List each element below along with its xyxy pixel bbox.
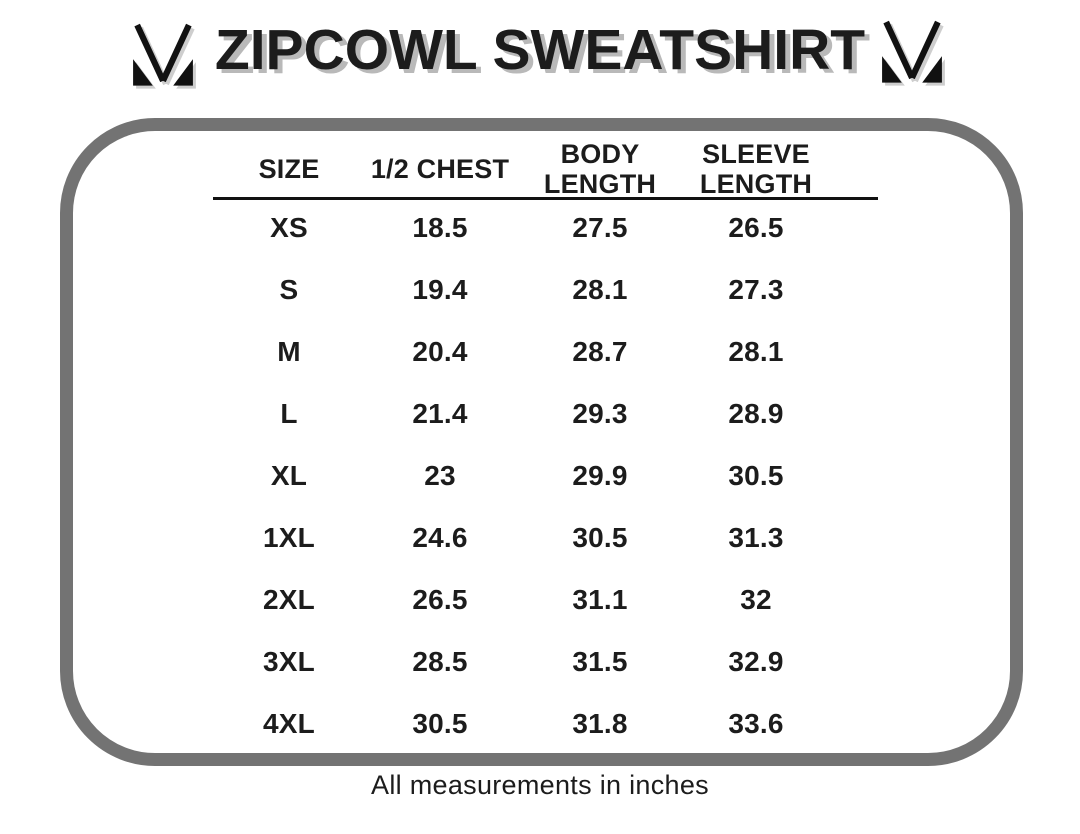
table-row: XL 23 29.9 30.5: [213, 445, 827, 507]
size-cell: 1XL: [263, 522, 315, 553]
table-body: XS 18.5 27.5 26.5 S 19.4 28.1 27.3 M 20.4 28.7 28.1…: [213, 197, 827, 755]
brand-m-logo-icon: [127, 21, 199, 89]
column-header-sleeve-length: SLEEVE LENGTH: [699, 139, 813, 199]
measurement-cell: 18.5: [412, 212, 468, 243]
size-cell: M: [277, 336, 301, 367]
page-title: ZIPCOWL SWEATSHIRT: [214, 18, 866, 82]
size-cell: 3XL: [263, 646, 315, 677]
table-row: S 19.4 28.1 27.3: [213, 259, 827, 321]
measurement-cell: 26.5: [412, 584, 468, 615]
measurement-cell: 28.9: [728, 398, 784, 429]
size-cell: S: [279, 274, 299, 305]
size-chart-panel: SIZE 1/2 CHEST BODY LENGTH SLEEVE LENGTH…: [60, 118, 1023, 766]
measurements-footnote: All measurements in inches: [371, 770, 709, 800]
size-cell: XL: [270, 460, 308, 491]
measurement-cell: 24.6: [412, 522, 468, 553]
measurement-cell: 21.4: [412, 398, 468, 429]
table-row: XS 18.5 27.5 26.5: [213, 197, 827, 259]
column-header-half-chest: 1/2 CHEST: [370, 154, 510, 184]
measurement-cell: 30.5: [412, 708, 468, 739]
measurement-cell: 26.5: [728, 212, 784, 243]
measurement-cell: 29.9: [572, 460, 628, 491]
table-row: 3XL 28.5 31.5 32.9: [213, 631, 827, 693]
measurement-cell: 23: [424, 460, 456, 491]
measurement-cell: 19.4: [412, 274, 468, 305]
measurement-cell: 31.8: [572, 708, 628, 739]
measurement-cell: 20.4: [412, 336, 468, 367]
table-row: 2XL 26.5 31.1 32: [213, 569, 827, 631]
table-row: 1XL 24.6 30.5 31.3: [213, 507, 827, 569]
column-header-size: SIZE: [258, 154, 320, 184]
measurement-cell: 31.1: [572, 584, 628, 615]
measurement-cell: 31.3: [728, 522, 784, 553]
brand-m-logo-icon: [876, 18, 948, 86]
measurement-cell: 29.3: [572, 398, 628, 429]
table-row: L 21.4 29.3 28.9: [213, 383, 827, 445]
table-row: M 20.4 28.7 28.1: [213, 321, 827, 383]
measurement-cell: 28.1: [728, 336, 784, 367]
measurement-cell: 27.5: [572, 212, 628, 243]
size-cell: 4XL: [263, 708, 315, 739]
measurement-cell: 33.6: [728, 708, 784, 739]
measurement-cell: 28.5: [412, 646, 468, 677]
measurement-cell: 30.5: [728, 460, 784, 491]
header-underline: [213, 197, 878, 200]
size-cell: XS: [270, 212, 308, 243]
measurement-cell: 32: [740, 584, 772, 615]
size-cell: L: [280, 398, 298, 429]
measurement-cell: 31.5: [572, 646, 628, 677]
measurement-cell: 28.7: [572, 336, 628, 367]
measurement-cell: 28.1: [572, 274, 628, 305]
size-cell: 2XL: [263, 584, 315, 615]
measurement-cell: 27.3: [728, 274, 784, 305]
measurement-cell: 30.5: [572, 522, 628, 553]
table-row: 4XL 30.5 31.8 33.6: [213, 693, 827, 755]
table-header-row: SIZE 1/2 CHEST BODY LENGTH SLEEVE LENGTH: [213, 139, 827, 199]
measurement-cell: 32.9: [728, 646, 784, 677]
column-header-body-length: BODY LENGTH: [543, 139, 657, 199]
